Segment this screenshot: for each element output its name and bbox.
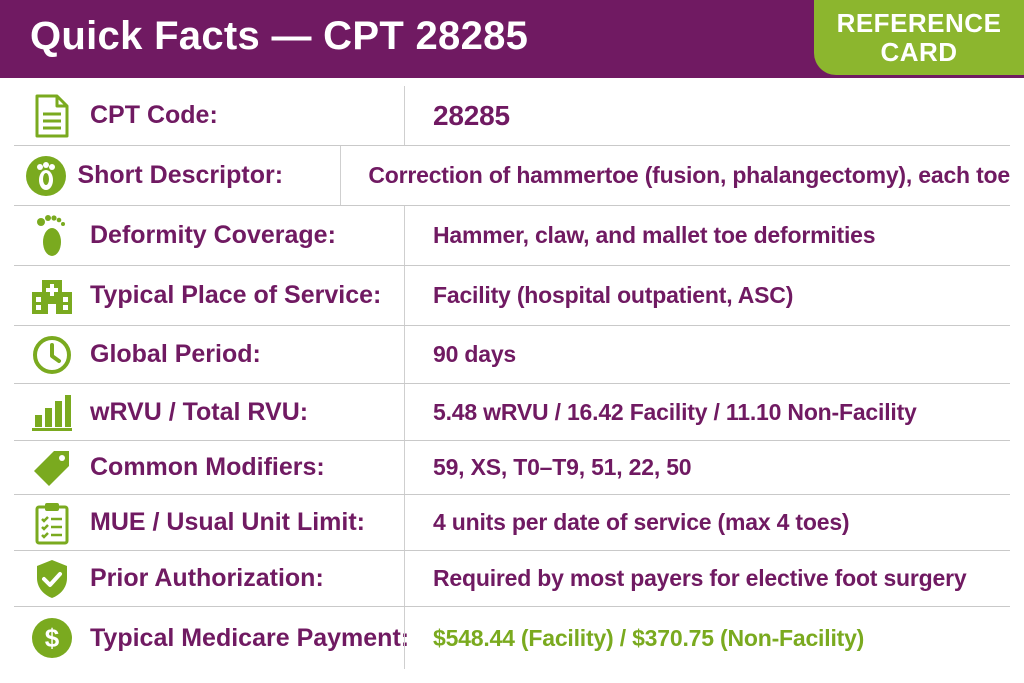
row-value: 90 days: [433, 341, 516, 367]
footprint-icon: [14, 214, 90, 258]
column-divider: [404, 441, 405, 494]
table-row: CPT Code: 28285: [14, 86, 1010, 146]
table-row: Deformity Coverage: Hammer, claw, and ma…: [14, 206, 1010, 266]
table-row: wRVU / Total RVU: 5.48 wRVU / 16.42 Faci…: [14, 384, 1010, 441]
column-divider: [339, 146, 341, 205]
reference-card-badge: REFERENCE CARD: [814, 0, 1024, 75]
table-row: MUE / Usual Unit Limit: 4 units per date…: [14, 495, 1010, 551]
column-divider: [404, 206, 405, 265]
row-label: wRVU / Total RVU:: [90, 397, 309, 426]
row-label: Common Modifiers:: [90, 453, 325, 481]
row-label: Prior Authorization:: [90, 564, 324, 592]
foot-bone-icon: [14, 155, 77, 197]
header-bar: Quick Facts — CPT 28285 REFERENCE CARD: [0, 0, 1024, 78]
row-label: CPT Code:: [90, 101, 218, 129]
clock-icon: [14, 335, 90, 375]
document-icon: [14, 94, 90, 138]
shield-check-icon: [14, 558, 90, 600]
row-label: Typical Place of Service:: [90, 281, 382, 309]
table-row: Typical Place of Service: Facility (hosp…: [14, 266, 1010, 326]
facts-table: CPT Code: 28285 Short Descriptor: Correc…: [14, 86, 1010, 669]
badge-line-1: REFERENCE: [836, 7, 1002, 38]
row-value: Required by most payers for elective foo…: [433, 565, 967, 591]
row-value: $548.44 (Facility) / $370.75 (Non-Facili…: [433, 624, 865, 651]
row-label: Global Period:: [90, 340, 261, 368]
svg-text:$: $: [45, 623, 60, 653]
table-row: Prior Authorization: Required by most pa…: [14, 551, 1010, 607]
row-value: 5.48 wRVU / 16.42 Facility / 11.10 Non-F…: [433, 398, 917, 425]
row-value: 28285: [433, 99, 510, 131]
page-title: Quick Facts — CPT 28285: [30, 14, 529, 58]
clipboard-checklist-icon: [14, 501, 90, 545]
column-divider: [404, 266, 405, 325]
table-row: Common Modifiers: 59, XS, T0–T9, 51, 22,…: [14, 441, 1010, 495]
hospital-icon: [14, 276, 90, 316]
bar-chart-icon: [14, 393, 90, 431]
row-label: Typical Medicare Payment:: [90, 623, 410, 652]
column-divider: [404, 384, 405, 440]
column-divider: [404, 607, 405, 669]
row-value: 4 units per date of service (max 4 toes): [433, 509, 850, 535]
column-divider: [404, 86, 405, 145]
row-value: Hammer, claw, and mallet toe deformities: [433, 222, 876, 248]
row-value: Facility (hospital outpatient, ASC): [433, 282, 794, 308]
row-label: MUE / Usual Unit Limit:: [90, 508, 365, 536]
row-label: Short Descriptor:: [77, 161, 284, 189]
column-divider: [404, 495, 405, 550]
table-row: Short Descriptor: Correction of hammerto…: [14, 146, 1010, 206]
column-divider: [404, 551, 405, 606]
dollar-icon: $: [14, 617, 90, 659]
badge-line-2: CARD: [880, 36, 958, 67]
column-divider: [404, 326, 405, 383]
table-row: $ Typical Medicare Payment: $548.44 (Fac…: [14, 607, 1010, 669]
row-value: Correction of hammertoe (fusion, phalang…: [368, 162, 1010, 188]
row-label: Deformity Coverage:: [90, 221, 336, 249]
table-row: Global Period: 90 days: [14, 326, 1010, 384]
row-value: 59, XS, T0–T9, 51, 22, 50: [433, 454, 692, 480]
tag-icon: [14, 448, 90, 488]
